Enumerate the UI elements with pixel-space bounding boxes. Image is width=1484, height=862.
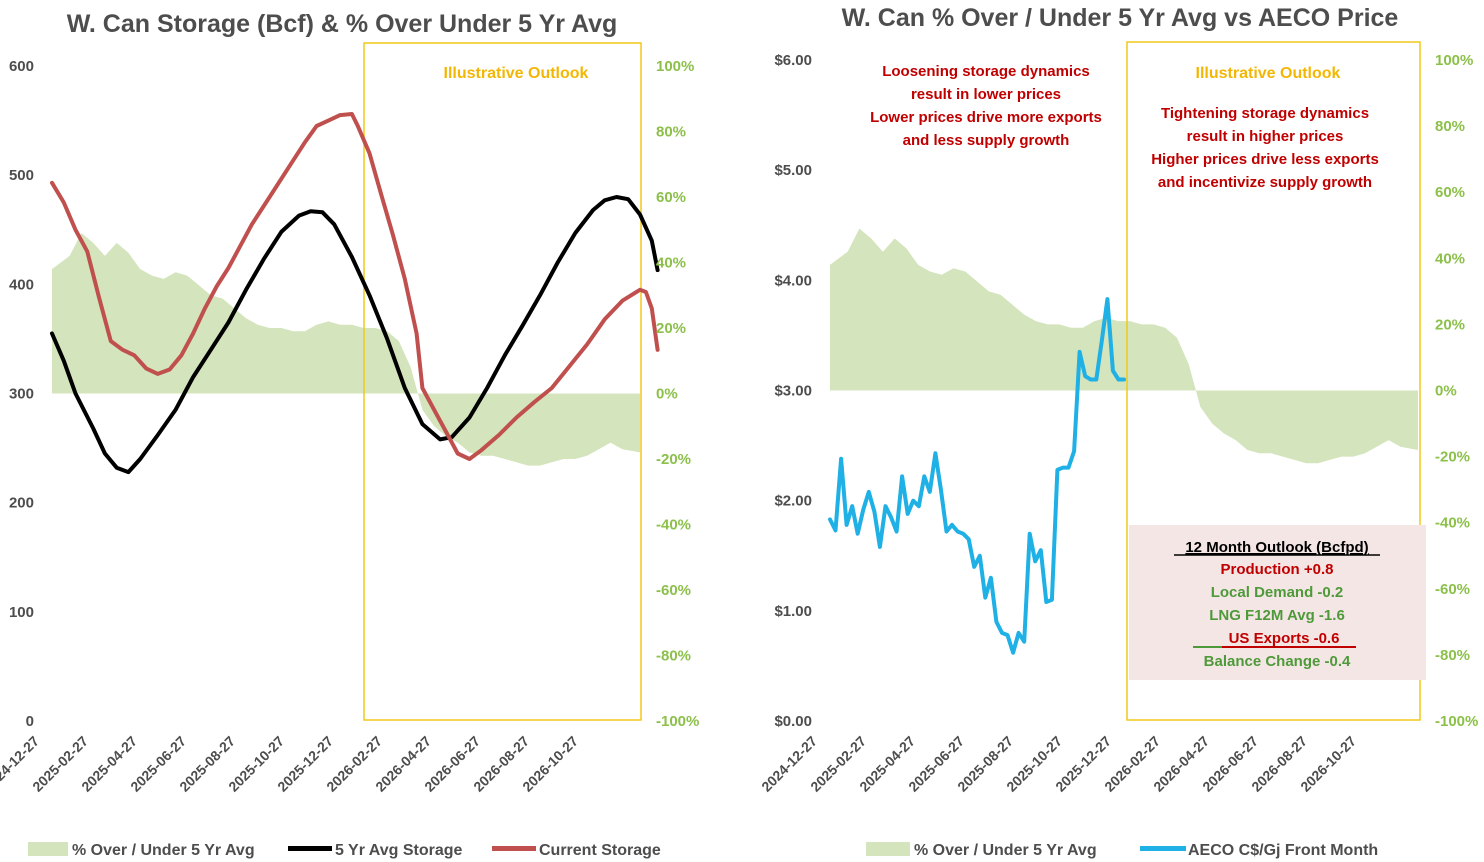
y-axis-right: -100% -80% -60% -40% -20% 0% 20% 40% 60% 80% 100% <box>1435 52 1478 730</box>
line-layer <box>828 297 1126 655</box>
y2-tick-label: 60% <box>1435 184 1465 201</box>
y-tick-label: 600 <box>9 58 34 75</box>
y2-tick-label: 60% <box>656 189 686 206</box>
y-tick-label: $6.00 <box>774 52 812 69</box>
legend-label-aeco: AECO C$/Gj Front Month <box>1188 842 1378 859</box>
chart-title: W. Can % Over / Under 5 Yr Avg vs AECO P… <box>842 4 1399 32</box>
y2-tick-label: -80% <box>656 648 691 665</box>
legend: % Over / Under 5 Yr Avg AECO C$/Gj Front… <box>866 842 1378 859</box>
pct-over-under-area <box>830 228 1418 464</box>
y-axis-right: -100% -80% -60% -40% -20% 0% 20% 40% 60% 80% 100% <box>656 58 699 730</box>
y-tick-label: 400 <box>9 276 34 293</box>
y2-tick-label: 80% <box>1435 118 1465 135</box>
note-left-line: Lower prices drive more exports <box>870 109 1102 126</box>
pct-area-layer <box>830 228 1418 464</box>
y2-tick-label: 0% <box>656 386 678 403</box>
y-tick-label: 300 <box>9 386 34 403</box>
outlook-label: Illustrative Outlook <box>1196 65 1341 82</box>
outlook-table: 12 Month Outlook (Bcfpd) Production +0.8… <box>1129 525 1426 680</box>
outlook-table-bg <box>1129 525 1426 680</box>
y-tick-label: $1.00 <box>774 603 812 620</box>
outlook-box <box>363 42 642 721</box>
outlook-row-local-demand: Local Demand -0.2 <box>1211 584 1344 601</box>
y2-tick-label: -40% <box>656 517 691 534</box>
storage-chart: W. Can Storage (Bcf) & % Over Under 5 Yr… <box>0 10 699 859</box>
y2-tick-label: 100% <box>656 58 694 75</box>
y2-tick-label: 20% <box>1435 316 1465 333</box>
legend-swatch-area <box>866 842 910 856</box>
y-tick-label: 100 <box>9 604 34 621</box>
outlook-row-us-exports: US Exports -0.6 <box>1229 630 1340 647</box>
x-axis: 2024-12-272025-02-272025-04-272025-06-27… <box>758 733 1359 795</box>
note-left-line: result in lower prices <box>911 86 1061 103</box>
y2-tick-label: -100% <box>1435 713 1478 730</box>
y2-tick-label: -100% <box>656 713 699 730</box>
legend-swatch-avg <box>288 846 332 851</box>
legend-label-pct: % Over / Under 5 Yr Avg <box>72 842 255 859</box>
note-right-line: Higher prices drive less exports <box>1151 151 1379 168</box>
y2-tick-label: -60% <box>656 582 691 599</box>
avg-storage-line <box>50 195 660 475</box>
current-storage-line <box>50 112 660 461</box>
y2-tick-label: -60% <box>1435 581 1470 598</box>
note-left-line: and less supply growth <box>903 132 1070 149</box>
legend-swatch-current <box>492 846 536 851</box>
y2-tick-label: 0% <box>1435 383 1457 400</box>
pct-over-under-area <box>52 233 640 466</box>
y2-tick-label: 40% <box>656 255 686 272</box>
y2-tick-label: -80% <box>1435 647 1470 664</box>
y-tick-label: $0.00 <box>774 713 812 730</box>
outlook-row-production: Production +0.8 <box>1221 561 1334 578</box>
y2-tick-label: 100% <box>1435 52 1473 69</box>
x-axis: 2024-12-272025-02-272025-04-272025-06-27… <box>0 733 581 795</box>
legend-swatch-area <box>28 842 68 856</box>
outlook-table-header: 12 Month Outlook (Bcfpd) <box>1185 539 1368 556</box>
y2-tick-label: 40% <box>1435 250 1465 267</box>
y-axis-left: $0.00 $1.00 $2.00 $3.00 $4.00 $5.00 $6.00 <box>774 52 812 730</box>
aeco-chart: W. Can % Over / Under 5 Yr Avg vs AECO P… <box>758 4 1478 859</box>
y-axis-left: 0 100 200 300 400 500 600 <box>9 58 34 730</box>
outlook-box <box>1126 41 1421 721</box>
annotations: Loosening storage dynamics result in low… <box>870 63 1379 191</box>
legend-swatch-aeco <box>1140 846 1186 851</box>
y-tick-label: $5.00 <box>774 162 812 179</box>
y2-tick-label: -20% <box>1435 449 1470 466</box>
note-right-line: and incentivize supply growth <box>1158 174 1372 191</box>
pct-area-layer <box>52 233 640 466</box>
y-tick-label: 0 <box>26 713 34 730</box>
note-left-line: Loosening storage dynamics <box>882 63 1090 80</box>
y2-tick-label: -40% <box>1435 515 1470 532</box>
chart-title: W. Can Storage (Bcf) & % Over Under 5 Yr… <box>67 10 618 38</box>
y-tick-label: 200 <box>9 495 34 512</box>
legend-label-current: Current Storage <box>539 842 661 859</box>
y-tick-label: $3.00 <box>774 383 812 400</box>
y2-tick-label: 20% <box>656 320 686 337</box>
y2-tick-label: 80% <box>656 124 686 141</box>
outlook-row-lng: LNG F12M Avg -1.6 <box>1209 607 1345 624</box>
note-right-line: result in higher prices <box>1187 128 1344 145</box>
legend: % Over / Under 5 Yr Avg 5 Yr Avg Storage… <box>28 842 661 859</box>
legend-label-avg: 5 Yr Avg Storage <box>335 842 463 859</box>
aeco-price-line <box>828 297 1126 655</box>
y-tick-label: $2.00 <box>774 493 812 510</box>
outlook-row-balance: Balance Change -0.4 <box>1204 653 1351 670</box>
note-right-line: Tightening storage dynamics <box>1161 105 1369 122</box>
y-tick-label: $4.00 <box>774 272 812 289</box>
outlook-label: Illustrative Outlook <box>444 65 589 82</box>
y2-tick-label: -20% <box>656 451 691 468</box>
y-tick-label: 500 <box>9 167 34 184</box>
legend-label-pct: % Over / Under 5 Yr Avg <box>914 842 1097 859</box>
line-layer <box>50 112 660 475</box>
